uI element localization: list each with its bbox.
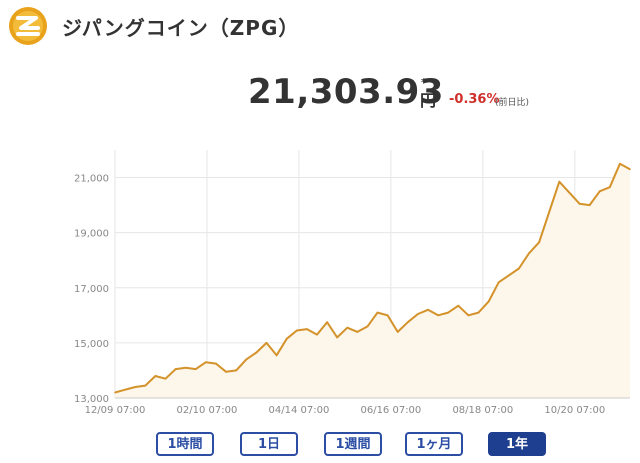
price-point — [548, 211, 550, 213]
price-point — [134, 386, 136, 388]
price-footnote-mark: * — [421, 76, 427, 89]
price-point — [477, 311, 480, 314]
price-point — [407, 321, 409, 324]
range-button-0[interactable]: 1時間 — [156, 432, 214, 456]
price-point — [629, 168, 631, 171]
zipangcoin-logo-icon — [9, 7, 47, 45]
price-point — [578, 202, 581, 205]
price-change: -0.36% — [449, 92, 500, 107]
y-tick-label: 17,000 — [74, 284, 109, 295]
price-point — [467, 314, 470, 317]
price-point — [285, 338, 288, 340]
price-point — [316, 333, 318, 336]
price-point — [174, 368, 177, 370]
price-point — [184, 366, 187, 369]
price-chart: 13,000 15,000 17,000 19,000 21,000 12/09 07:0… — [74, 150, 631, 416]
price-point — [558, 180, 561, 183]
y-tick-label: 19,000 — [74, 229, 109, 240]
price-point — [245, 358, 248, 361]
price-point — [508, 274, 510, 277]
price-point — [396, 331, 399, 333]
price-point — [296, 329, 298, 332]
price-point — [497, 281, 500, 284]
range-button-4[interactable]: 1年 — [488, 432, 546, 456]
price-point — [538, 241, 540, 244]
price-point — [114, 391, 116, 394]
price-point — [356, 331, 359, 333]
price-point — [366, 325, 369, 328]
price-point — [265, 342, 268, 344]
currency-unit: 円 — [420, 91, 437, 110]
range-selector: 1時間 1日 1週間 1ヶ月 1年 — [0, 432, 640, 458]
coin-title: ジパングコイン（ZPG） — [62, 15, 300, 40]
price-point — [215, 362, 217, 365]
price-point — [154, 375, 157, 377]
price-point — [336, 336, 339, 339]
y-tick-label: 15,000 — [74, 339, 109, 350]
y-tick-label: 21,000 — [74, 174, 109, 185]
current-price: 21,303.93 — [248, 72, 444, 112]
x-tick-label: 02/10 07:00 — [177, 405, 238, 416]
price-point — [487, 300, 490, 303]
range-button-1[interactable]: 1日 — [240, 432, 298, 456]
price-point — [457, 304, 460, 307]
price-point — [255, 351, 258, 354]
price-point — [124, 388, 126, 391]
price-row: 21,303.93 * 円 -0.36% (前日比) — [0, 70, 640, 120]
x-tick-label: 04/14 07:00 — [269, 405, 330, 416]
price-point — [609, 186, 611, 188]
price-point — [619, 163, 621, 165]
price-point — [326, 321, 328, 324]
price-change-label: (前日比) — [495, 98, 530, 108]
range-button-3[interactable]: 1ヶ月 — [405, 432, 463, 456]
price-point — [417, 313, 419, 315]
price-point — [144, 384, 147, 387]
price-point — [225, 371, 227, 373]
price-point — [235, 369, 237, 372]
price-line — [114, 162, 631, 394]
price-area — [115, 163, 630, 398]
y-tick-label: 13,000 — [74, 394, 109, 405]
price-point — [346, 326, 349, 329]
price-point — [568, 191, 571, 194]
price-point — [427, 309, 429, 311]
price-point — [437, 314, 439, 317]
x-tick-label: 06/16 07:00 — [360, 405, 421, 416]
coin-header: ジパングコイン（ZPG） — [8, 4, 299, 48]
range-button-2[interactable]: 1週間 — [324, 432, 382, 456]
price-point — [275, 354, 278, 357]
price-point — [195, 368, 197, 370]
price-point — [518, 267, 520, 270]
price-point — [306, 328, 308, 330]
price-point — [447, 311, 450, 314]
price-point — [528, 252, 530, 255]
price-point — [588, 204, 591, 206]
price-point — [376, 311, 379, 314]
x-tick-label: 12/09 07:00 — [85, 405, 146, 416]
x-tick-label: 10/20 07:00 — [544, 405, 605, 416]
price-point — [386, 314, 389, 317]
x-tick-label: 08/18 07:00 — [452, 405, 513, 416]
price-point — [205, 361, 207, 364]
price-point — [164, 377, 167, 380]
price-point — [598, 190, 601, 193]
